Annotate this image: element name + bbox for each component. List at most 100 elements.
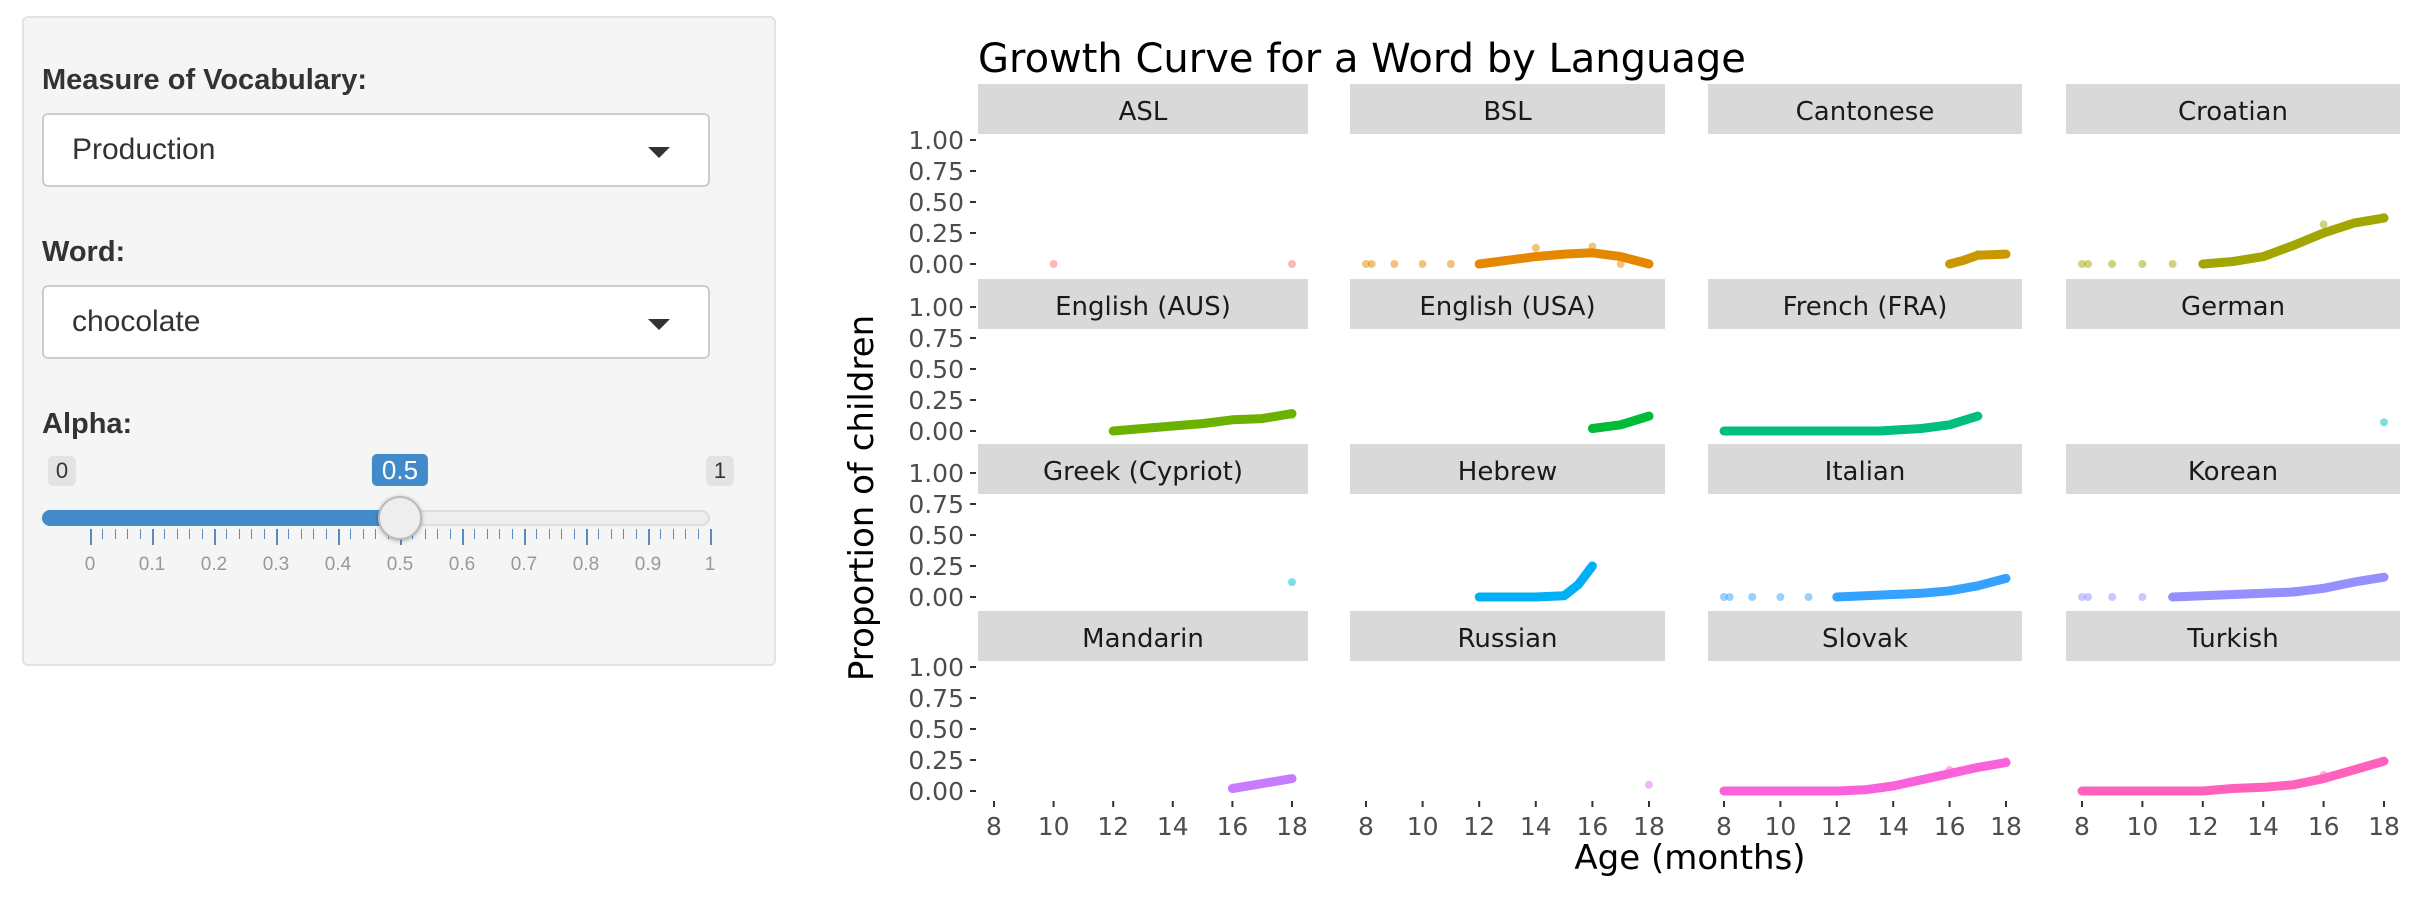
alpha-slider[interactable]: 0 1 0.5 0 0.1 0.2 0.3 0.4 0.5 0.6 0.7 0.8 0.9 1 <box>42 438 735 618</box>
data-point <box>1288 774 1296 783</box>
facet-strip <box>2066 279 2400 329</box>
data-point <box>1616 260 1625 268</box>
slider-minor-tick <box>288 529 290 539</box>
slider-minor-tick <box>561 529 563 539</box>
data-point <box>2138 260 2147 268</box>
slider-minor-tick <box>102 529 104 539</box>
x-tick-label: 16 <box>1216 812 1248 841</box>
facet-strip-label: Russian <box>1457 624 1557 654</box>
slider-minor-tick <box>598 529 600 539</box>
slider-minor-tick <box>189 529 191 539</box>
slider-minor-tick <box>127 529 129 539</box>
data-point <box>2002 250 2010 259</box>
data-point <box>1804 593 1813 601</box>
slider-tick-label: 0.7 <box>510 554 538 575</box>
data-point <box>1861 427 1869 435</box>
data-point <box>2002 757 2010 766</box>
slider-minor-tick <box>238 529 240 539</box>
facet-strip <box>1708 611 2022 661</box>
data-point <box>1588 424 1597 433</box>
series-line <box>1587 411 1654 433</box>
x-tick-label: 14 <box>1157 812 1189 841</box>
x-tick-label: 10 <box>1764 812 1796 841</box>
chart-title: Growth Curve for a Word by Language <box>978 36 1746 82</box>
x-tick-label: 12 <box>1463 812 1495 841</box>
data-point <box>1645 412 1653 421</box>
x-tick-label: 10 <box>1038 812 1070 841</box>
facet-strip <box>1708 279 2022 329</box>
y-tick-label: 0.50 <box>908 715 964 744</box>
slider-minor-tick <box>449 529 451 539</box>
data-point <box>1109 427 1118 435</box>
slider-minor-tick <box>350 529 352 539</box>
slider-tick-label: 0.2 <box>200 554 228 575</box>
data-point <box>2289 586 2298 595</box>
slider-tick-label: 0.9 <box>634 554 662 575</box>
data-point <box>2138 593 2147 601</box>
slider-major-tick <box>710 529 712 545</box>
series-line <box>1108 409 1297 436</box>
x-tick-label: 8 <box>1358 812 1374 841</box>
x-axis-title: Age (months) <box>1574 838 1806 878</box>
x-tick-label: 12 <box>1821 812 1853 841</box>
slider-handle[interactable] <box>378 496 422 540</box>
word-select[interactable]: chocolate <box>42 285 710 359</box>
slider-tick-label: 1 <box>704 554 716 575</box>
facet-strip <box>1350 84 1665 134</box>
facet-strip-label: Greek (Cypriot) <box>1043 457 1243 487</box>
facet-strip <box>2066 611 2400 661</box>
data-point <box>1531 243 1540 252</box>
data-point <box>1720 593 1728 601</box>
slider-tick-label: 0.8 <box>572 554 600 575</box>
slider-major-tick <box>524 529 526 545</box>
facet-strip <box>978 279 1308 329</box>
data-point <box>1748 593 1757 601</box>
facet-strip <box>1350 611 1665 661</box>
data-point <box>2084 260 2093 268</box>
data-point <box>1945 765 1954 774</box>
x-tick-label: 18 <box>2368 812 2400 841</box>
data-point <box>2380 757 2388 766</box>
y-tick-label: 0.25 <box>908 552 964 581</box>
series-line <box>1832 573 2011 602</box>
facet-strip-label: Croatian <box>2178 97 2288 127</box>
x-tick-label: 16 <box>1934 812 1966 841</box>
facet-strip-label: ASL <box>1119 97 1168 127</box>
x-tick-label: 16 <box>2308 812 2340 841</box>
slider-major-tick <box>214 529 216 545</box>
measure-select[interactable]: Production <box>42 113 710 187</box>
y-tick-label: 0.00 <box>908 583 964 612</box>
slider-major-tick <box>648 529 650 545</box>
data-point <box>1720 427 1728 435</box>
slider-tick-label: 0.3 <box>262 554 290 575</box>
facet-strip-label: Cantonese <box>1796 97 1935 127</box>
series-line <box>1474 561 1597 602</box>
slider-minor-tick <box>474 529 476 539</box>
data-point <box>1362 260 1370 268</box>
slider-major-tick <box>152 529 154 545</box>
facet-strip-label: Mandarin <box>1082 624 1204 654</box>
slider-minor-tick <box>499 529 501 539</box>
x-tick-label: 14 <box>2247 812 2279 841</box>
y-tick-label: 0.25 <box>908 746 964 775</box>
y-tick-label: 0.50 <box>908 355 964 384</box>
x-tick-label: 8 <box>986 812 1002 841</box>
word-select-value: chocolate <box>72 305 201 338</box>
data-point <box>1725 593 1734 601</box>
slider-fill <box>42 510 400 526</box>
facet-strip-label: English (USA) <box>1419 292 1595 322</box>
slider-tick-label: 0.6 <box>448 554 476 575</box>
measure-select-value: Production <box>72 133 216 166</box>
facet-strip-label: French (FRA) <box>1783 292 1948 322</box>
slider-minor-tick <box>325 529 327 539</box>
facet-strip-label: Slovak <box>1822 624 1908 654</box>
facet-strip <box>978 611 1308 661</box>
slider-major-tick <box>90 529 92 545</box>
series-line <box>2077 756 2389 796</box>
x-tick-label: 8 <box>2074 812 2090 841</box>
y-tick-label: 1.00 <box>908 653 964 682</box>
data-point <box>2319 770 2328 779</box>
y-tick-label: 0.00 <box>908 417 964 446</box>
data-point <box>2380 212 2388 221</box>
slider-minor-tick <box>226 529 228 539</box>
